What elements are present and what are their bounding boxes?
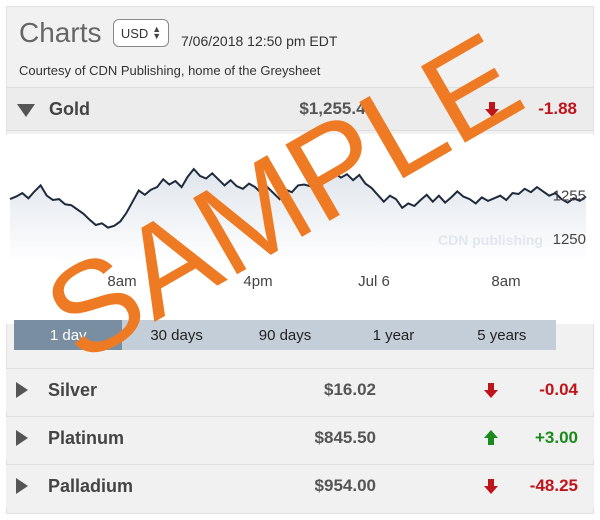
x-tick-label: Jul 6	[358, 273, 390, 290]
down-arrow-icon	[485, 102, 499, 117]
chart-series-line	[9, 167, 587, 229]
metal-name: Platinum	[48, 428, 125, 448]
courtesy-text: Courtesy of CDN Publishing, home of the …	[19, 63, 321, 78]
currency-select[interactable]: USD ▲ ▼	[113, 19, 169, 47]
metal-change: -48.25	[529, 476, 578, 495]
tab-5-years[interactable]: 5 years	[477, 326, 527, 344]
x-tick-label: 8am	[491, 273, 520, 290]
cdn-publishing-logo: CDN publishing	[438, 232, 543, 248]
metal-row-silver[interactable]: Silver $16.02 -0.04	[6, 368, 594, 412]
metal-change: -0.04	[539, 380, 578, 399]
currency-value: USD	[120, 25, 149, 41]
expand-triangle-icon[interactable]	[16, 382, 28, 398]
timeframe-tabs: 1 day 30 days 90 days 1 year 5 years	[14, 320, 556, 350]
collapse-triangle-icon[interactable]	[17, 104, 35, 117]
y-tick-label: 1250	[553, 231, 586, 248]
timestamp: 7/06/2018 12:50 pm EDT	[181, 33, 338, 49]
expand-triangle-icon[interactable]	[16, 478, 28, 494]
metal-price: $16.02	[324, 380, 376, 399]
metal-price: $954.00	[314, 476, 376, 495]
metal-price: $1,255.45	[299, 99, 375, 118]
tab-90-days[interactable]: 90 days	[258, 326, 312, 344]
metal-price: $845.50	[314, 428, 376, 447]
metal-row-platinum[interactable]: Platinum $845.50 +3.00	[6, 416, 594, 460]
down-arrow-icon	[484, 383, 498, 398]
x-tick-label: 4pm	[243, 273, 272, 290]
up-arrow-icon	[484, 430, 498, 445]
tab-30-days[interactable]: 30 days	[150, 326, 203, 344]
chart-area-fill	[10, 169, 586, 262]
gold-price-chart: 1255 1250 8am 4pm Jul 6 8am CDN publishing	[6, 134, 594, 324]
metal-name: Silver	[48, 380, 98, 400]
header: Charts USD ▲ ▼ 7/06/2018 12:50 pm EDT Cou…	[7, 7, 593, 87]
logo-text: CDN publishing	[438, 232, 543, 248]
metal-change: +3.00	[534, 428, 578, 447]
down-arrow-icon	[484, 479, 498, 494]
metal-row-gold[interactable]: Gold $1,255.45 -1.88	[7, 87, 593, 131]
select-arrows-icon: ▲ ▼	[152, 24, 162, 41]
metal-name: Gold	[49, 99, 90, 119]
x-tick-label: 8am	[107, 273, 136, 290]
metal-name: Palladium	[48, 476, 134, 496]
y-tick-label: 1255	[553, 188, 586, 205]
metal-row-palladium[interactable]: Palladium $954.00 -48.25	[6, 464, 594, 508]
page-title: Charts	[19, 17, 102, 48]
tab-1-day[interactable]: 1 day	[14, 320, 123, 350]
expand-triangle-icon[interactable]	[16, 430, 28, 446]
metal-change: -1.88	[538, 99, 577, 118]
tab-1-year[interactable]: 1 year	[372, 326, 415, 344]
